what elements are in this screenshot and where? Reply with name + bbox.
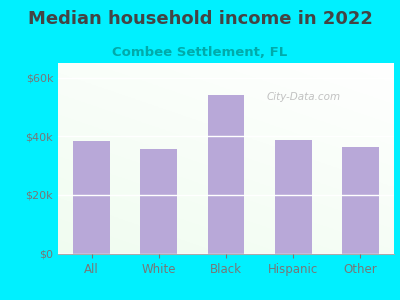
Bar [73,141,110,254]
Bar [342,146,379,254]
Text: Combee Settlement, FL: Combee Settlement, FL [112,46,288,59]
Text: Median household income in 2022: Median household income in 2022 [28,11,372,28]
Bar [208,95,244,254]
Bar [275,140,312,254]
Text: City-Data.com: City-Data.com [266,92,340,102]
Bar [140,149,177,254]
